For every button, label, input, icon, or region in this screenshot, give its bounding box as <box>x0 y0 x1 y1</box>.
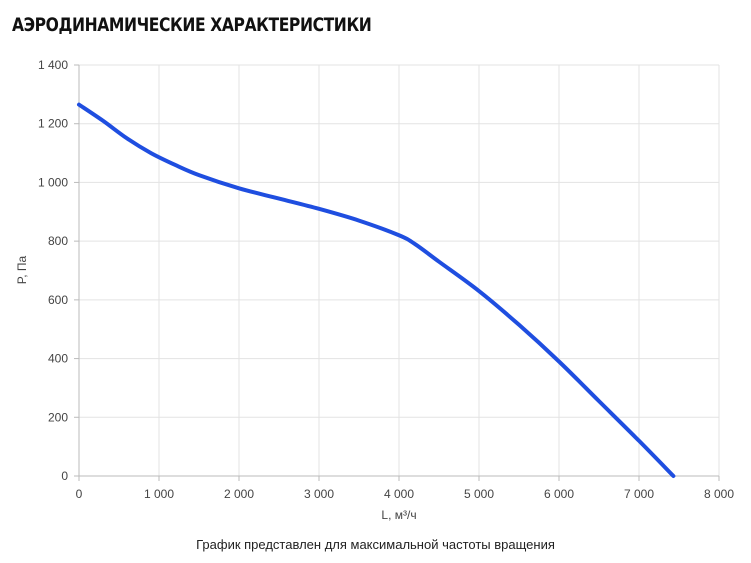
y-tick-label: 0 <box>61 469 68 483</box>
y-tick-label: 1 000 <box>38 175 68 189</box>
y-tick-label: 400 <box>48 352 68 366</box>
grid <box>79 64 720 476</box>
x-tick-label: 6 000 <box>544 487 574 501</box>
series-line <box>77 102 676 478</box>
x-tick-label: 0 <box>76 487 83 501</box>
x-tick-label: 2 000 <box>224 487 254 501</box>
x-tick-label: 1 000 <box>144 487 174 501</box>
x-tick-label: 5 000 <box>464 487 494 501</box>
x-axis-label: L, м³/ч <box>381 508 416 522</box>
y-tick-label: 600 <box>48 293 68 307</box>
x-tick-label: 3 000 <box>304 487 334 501</box>
x-tick-label: 4 000 <box>384 487 414 501</box>
y-tick-label: 1 400 <box>38 58 68 72</box>
y-tick-labels: 0 200 400 600 800 1 000 1 200 1 400 <box>38 58 68 483</box>
chart-caption: График представлен для максимальной част… <box>196 537 555 552</box>
chart-title: АЭРОДИНАМИЧЕСКИЕ ХАРАКТЕРИСТИКИ <box>12 14 372 36</box>
y-axis-label: P, Па <box>15 255 29 284</box>
axes <box>74 64 720 481</box>
y-tick-label: 800 <box>48 234 68 248</box>
x-tick-labels: 0 1 000 2 000 3 000 4 000 5 000 6 000 7 000 8 00… <box>76 487 735 501</box>
y-tick-label: 200 <box>48 410 68 424</box>
x-tick-label: 7 000 <box>624 487 654 501</box>
series-lines <box>77 102 676 478</box>
y-tick-label: 1 200 <box>38 117 68 131</box>
x-tick-label: 8 000 <box>704 487 734 501</box>
